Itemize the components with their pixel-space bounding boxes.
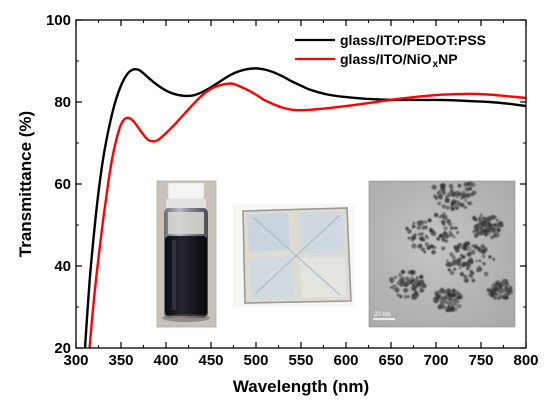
scale-bar-label: 20 nm [374,312,391,318]
legend-label-niox-tail: NP [438,51,457,67]
vial-photo-inset [156,180,217,328]
x-tick-label: 550 [288,352,313,369]
x-tick-label: 650 [378,352,403,369]
x-axis: 300 350 400 450 500 550 600 650 700 750 800 [63,20,539,369]
x-tick-label: 750 [468,352,493,369]
legend-label-niox: glass/ITO/NiOxNP [340,51,458,70]
x-tick-label: 800 [513,352,538,369]
y-tick-label: 20 [54,340,71,357]
series-line-niox [88,82,526,348]
x-tick-label: 700 [423,352,448,369]
y-axis: 20 40 60 80 100 [46,12,526,357]
x-axis-title: Wavelength (nm) [233,377,369,396]
x-tick-label: 400 [153,352,178,369]
tem-image-inset: 20 nm [368,180,516,328]
x-tick-label: 450 [198,352,223,369]
legend-label-niox-main: glass/ITO/NiO [340,51,432,67]
x-tick-label: 350 [108,352,133,369]
inset-images: 20 nm [156,180,516,328]
y-tick-label: 100 [46,12,71,29]
x-tick-label: 500 [243,352,268,369]
y-tick-label: 40 [54,258,71,275]
legend-label-niox-subscript: x [433,59,439,70]
legend-label-pedot: glass/ITO/PEDOT:PSS [340,32,486,48]
y-axis-title: Transmittance (%) [16,111,35,257]
x-tick-label: 600 [333,352,358,369]
y-tick-label: 60 [54,176,71,193]
y-tick-label: 80 [54,94,71,111]
substrate-photo-inset [233,204,355,307]
legend: glass/ITO/PEDOT:PSS glass/ITO/NiOxNP [295,32,486,70]
x-tick-label: 300 [63,352,88,369]
